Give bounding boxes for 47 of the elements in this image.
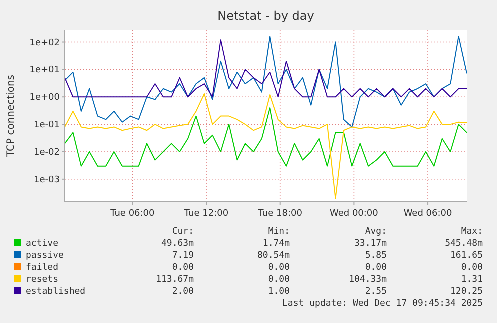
y-tick-label: 1e+01 [30, 66, 60, 76]
text: 7.19 [172, 251, 194, 261]
y-tick-label: 1e-02 [34, 148, 60, 158]
text: 1.74m [262, 239, 290, 249]
text: 80.54m [257, 251, 290, 261]
text: 113.67m [156, 275, 194, 285]
text: Last update: Wed Dec 17 09:45:34 2025 [282, 299, 483, 309]
chart-title: Netstat - by day [218, 9, 314, 23]
line-series [64, 36, 468, 128]
y-tick-label: 1e+00 [30, 93, 60, 104]
line-series [64, 108, 468, 167]
text: Avg: [365, 227, 387, 237]
x-tick-label: Tue 18:00 [257, 209, 303, 219]
y-tick-label: 1e-03 [34, 175, 60, 186]
x-tick-label: Wed 06:00 [404, 209, 453, 219]
line-series [64, 93, 468, 200]
text: Max: [461, 227, 483, 237]
x-tick-label: Tue 12:00 [183, 209, 229, 219]
text: Min: [268, 227, 290, 237]
y-tick-label: 1e+02 [30, 38, 60, 48]
text: 1.00 [268, 287, 290, 297]
text: 120.25 [450, 287, 483, 297]
text: 0.00 [268, 275, 290, 285]
legend-label: active [26, 239, 59, 249]
legend-label: resets [26, 275, 59, 285]
text: 161.65 [450, 251, 483, 261]
line-series [64, 40, 468, 98]
text: 0.00 [365, 263, 387, 273]
text: 33.17m [354, 239, 387, 249]
text: 1.31 [461, 275, 483, 285]
text: 0.00 [172, 263, 194, 273]
legend-label: failed [26, 263, 59, 273]
y-axis-title: TCP connections [6, 74, 17, 158]
text: 545.48m [445, 239, 483, 249]
x-tick-label: Tue 06:00 [110, 209, 156, 219]
text: 49.63m [161, 239, 194, 249]
text: 5.85 [365, 251, 387, 261]
y-tick-label: 1e-01 [34, 120, 60, 131]
text: 0.00 [268, 263, 290, 273]
legend-label: established [26, 287, 86, 297]
x-tick-label: Wed 00:00 [330, 209, 379, 219]
legend-label: passive [26, 251, 64, 261]
text: 0.00 [461, 263, 483, 273]
text: 104.33m [349, 275, 387, 285]
text: Cur: [172, 227, 194, 237]
text: 2.55 [365, 287, 387, 297]
text: 2.00 [172, 287, 194, 297]
